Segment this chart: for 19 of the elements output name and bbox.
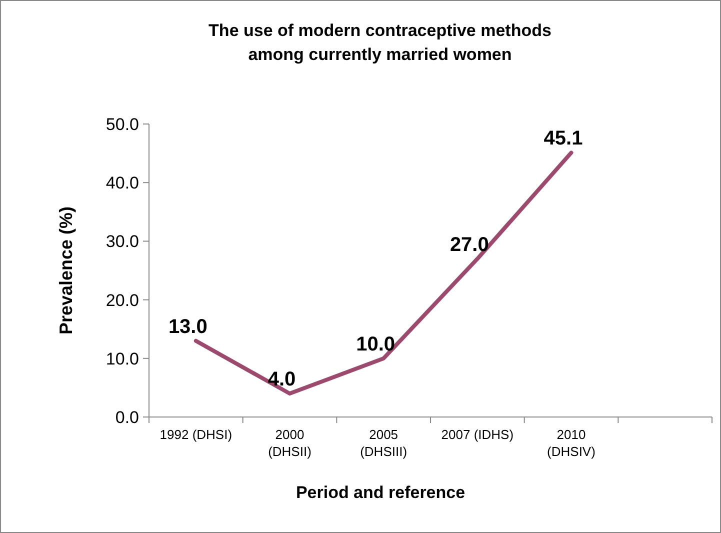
chart-title: The use of modern contraceptive methods among currently married women <box>208 21 552 64</box>
y-axis-title: Prevalence (%) <box>56 206 76 335</box>
y-tick-label: 0.0 <box>115 408 139 427</box>
x-axis-title: Period and reference <box>296 483 466 502</box>
y-tick-label: 10.0 <box>106 349 139 368</box>
y-tick-label: 20.0 <box>106 290 139 310</box>
data-label: 4.0 <box>268 368 296 391</box>
y-tick-label: 40.0 <box>106 174 139 193</box>
data-label: 45.1 <box>544 128 583 150</box>
x-tick-label: 2007 (IDHS) <box>441 427 514 442</box>
x-tick-label: 1992 (DHSI) <box>160 427 232 442</box>
data-label: 10.0 <box>356 333 396 356</box>
data-label: 27.0 <box>450 234 489 256</box>
y-tick-label: 50.0 <box>106 115 139 134</box>
data-label: 13.0 <box>168 316 208 338</box>
x-tick-label: 2000 (DHSII) <box>268 427 312 459</box>
x-tick-label: 2010 (DHSIV) <box>547 427 596 459</box>
x-tick-label: 2005 (DHSIII) <box>360 427 408 459</box>
y-tick-label: 30.0 <box>106 232 139 252</box>
